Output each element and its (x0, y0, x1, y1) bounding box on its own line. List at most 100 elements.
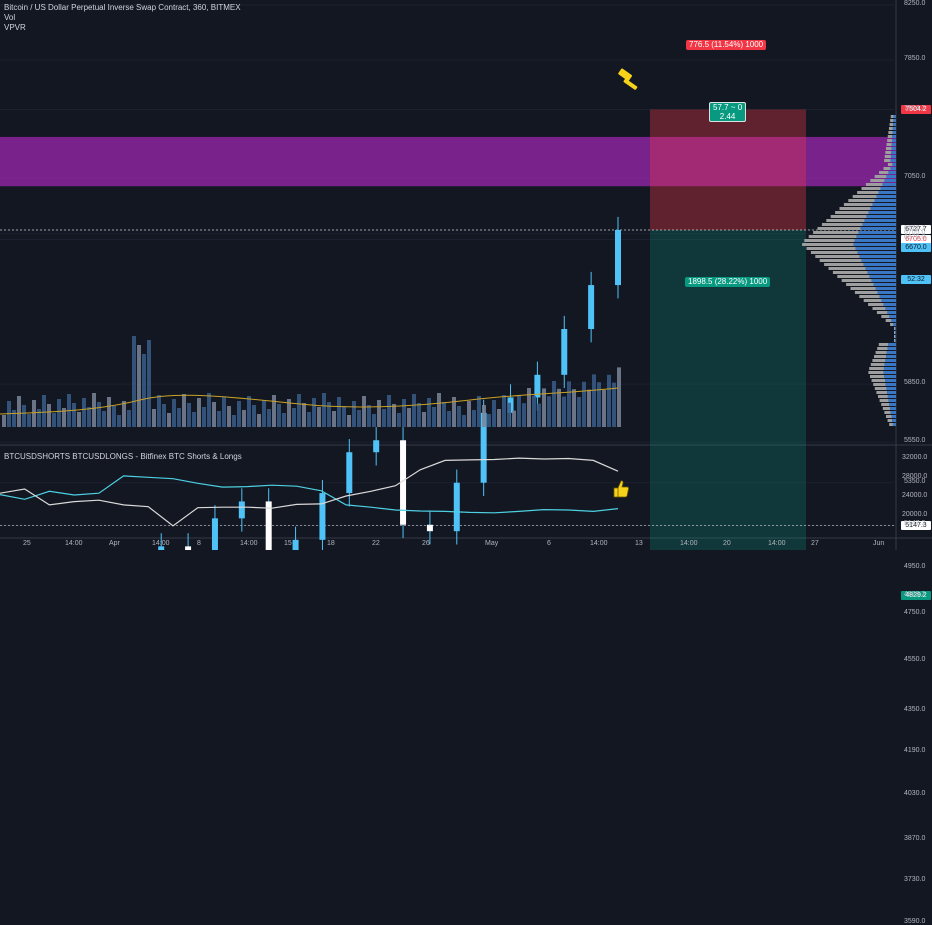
volume-bar (322, 393, 326, 427)
volume-bar (122, 401, 126, 427)
vpvr-bar-gray (868, 371, 884, 374)
volume-bar (337, 397, 341, 427)
volume-indicator-label[interactable]: Vol (4, 13, 16, 22)
vpvr-bar-gray (870, 363, 885, 366)
volume-bar (452, 397, 456, 427)
vpvr-bar-blue (895, 335, 896, 338)
volume-bar (282, 413, 286, 427)
vpvr-bar-blue (895, 331, 896, 334)
candle-body (158, 546, 165, 550)
volume-bar (432, 407, 436, 427)
vpvr-bar-blue (876, 195, 896, 198)
vpvr-bar-blue (891, 319, 896, 322)
vpvr-bar-gray (830, 215, 867, 218)
volume-bar (422, 412, 426, 427)
price-tag: 5147.3 (901, 520, 931, 530)
price-axis-tick: 5350.0 (904, 477, 926, 485)
vpvr-bar-blue (886, 355, 896, 358)
volume-bar (567, 381, 571, 427)
candle-body (319, 493, 326, 540)
volume-bar (127, 410, 131, 427)
price-axis-tick: 4030.0 (904, 790, 926, 798)
vpvr-indicator-label[interactable]: VPVR (4, 23, 26, 32)
vpvr-bar-blue (890, 167, 896, 170)
volume-bar (412, 394, 416, 427)
volume-bar (447, 411, 451, 427)
vpvr-bar-gray (874, 387, 887, 390)
vpvr-bar-gray (888, 131, 893, 134)
volume-bar (427, 398, 431, 427)
entry-label: 57.7 ~ 0 2.44 (709, 102, 747, 122)
volume-bar (517, 395, 521, 427)
vpvr-bar-blue (878, 191, 896, 194)
volume-bar (132, 336, 136, 427)
vpvr-bar-blue (871, 279, 896, 282)
price-axis-tick: 5550.0 (904, 437, 926, 445)
time-axis-tick: 22 (372, 540, 380, 547)
vpvr-bar-blue (862, 223, 896, 226)
volume-bar (487, 414, 491, 427)
vpvr-bar-gray (871, 379, 886, 382)
price-tag: 6727.7 (901, 225, 931, 235)
time-axis-tick: 14:00 (680, 540, 698, 547)
volume-bar (277, 404, 281, 427)
vpvr-bar-gray (883, 167, 891, 170)
vpvr-bar-blue (879, 295, 896, 298)
thumbs-up-icon[interactable] (612, 479, 630, 499)
vpvr-bar-gray (832, 271, 868, 274)
vpvr-bar-blue (888, 343, 896, 346)
vpvr-bar-gray (894, 339, 896, 342)
volume-bar (387, 395, 391, 427)
vpvr-bar-gray (889, 123, 894, 126)
volume-bar (77, 412, 81, 427)
vpvr-bar-gray (881, 315, 890, 318)
candle-body (400, 440, 407, 525)
vpvr-bar-blue (875, 287, 896, 290)
vpvr-bar-blue (857, 251, 896, 254)
volume-bar (297, 394, 301, 427)
vpvr-bar-blue (892, 163, 896, 166)
volume-bar (367, 405, 371, 427)
vpvr-bar-blue (895, 339, 896, 342)
chart-title: Bitcoin / US Dollar Perpetual Inverse Sw… (4, 3, 241, 12)
volume-bar (492, 400, 496, 427)
volume-bar (522, 403, 526, 427)
vpvr-bar-blue (892, 139, 896, 142)
price-axis-tick: 4829.2 (904, 590, 926, 598)
target-zone (650, 109, 806, 230)
target-label: 776.5 (11.54%) 1000 (686, 40, 767, 50)
vpvr-bar-gray (872, 307, 886, 310)
vpvr-bar-gray (824, 263, 864, 266)
gavel-icon[interactable] (615, 68, 643, 94)
volume-bar (267, 409, 271, 427)
vpvr-bar-blue (867, 271, 896, 274)
volume-bar (167, 413, 171, 427)
volume-bar (87, 407, 91, 427)
vpvr-bar-blue (891, 143, 896, 146)
volume-bar (562, 396, 566, 427)
shorts-longs-indicator-title[interactable]: BTCUSDSHORTS BTCUSDLONGS - Bitfinex BTC … (4, 452, 242, 461)
volume-bar (362, 396, 366, 427)
candle-body (292, 539, 299, 550)
volume-bar (352, 401, 356, 427)
vpvr-bar-gray (806, 247, 856, 250)
volume-bar (92, 393, 96, 427)
vpvr-bar-gray (894, 331, 896, 334)
candles (158, 216, 621, 550)
volume-bar (197, 398, 201, 427)
vpvr-bar-gray (884, 155, 891, 158)
vpvr-bar-gray (885, 151, 892, 154)
price-chart[interactable] (0, 0, 932, 550)
vpvr-bar-blue (887, 391, 896, 394)
volume-bar (42, 395, 46, 427)
time-axis-tick: 8 (197, 540, 201, 547)
indicator-axis-tick: 24000.0 (902, 491, 928, 499)
vpvr-bar-gray (808, 235, 857, 238)
vpvr-bar-blue (881, 299, 896, 302)
price-axis-tick: 3870.0 (904, 834, 926, 842)
vpvr-bar-gray (841, 279, 872, 282)
entry-label-line1: 57.7 ~ 0 (713, 103, 743, 112)
volume-bar (142, 354, 146, 427)
price-axis-tick: 4950.0 (904, 563, 926, 571)
vpvr-bar-blue (855, 247, 896, 250)
